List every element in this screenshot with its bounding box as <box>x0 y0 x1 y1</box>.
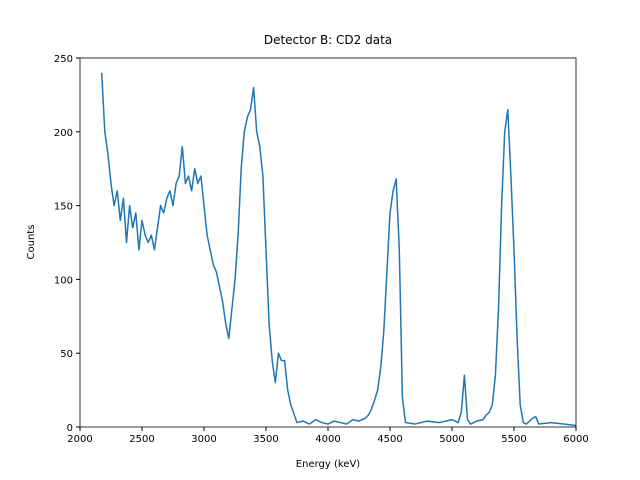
y-tick-label: 100 <box>54 275 73 286</box>
x-axis-label: Energy (keV) <box>296 459 361 470</box>
x-tick-label: 2000 <box>67 434 92 445</box>
x-tick-label: 3000 <box>191 434 216 445</box>
x-tick-label: 5500 <box>501 434 526 445</box>
x-tick-label: 6000 <box>563 434 588 445</box>
chart-title: Detector B: CD2 data <box>264 33 392 47</box>
y-tick-label: 200 <box>54 128 73 139</box>
y-tick-label: 250 <box>54 54 73 65</box>
data-line <box>100 72 576 427</box>
y-tick-label: 0 <box>67 423 73 434</box>
x-tick-label: 4500 <box>377 434 402 445</box>
x-tick-label: 5000 <box>439 434 464 445</box>
x-tick-label: 3500 <box>253 434 278 445</box>
y-axis-label: Counts <box>26 225 37 260</box>
plot-frame <box>79 57 577 428</box>
y-tick-label: 150 <box>54 202 73 213</box>
x-tick-label: 4000 <box>315 434 340 445</box>
y-tick-label: 50 <box>60 349 73 360</box>
x-tick-label: 2500 <box>129 434 154 445</box>
